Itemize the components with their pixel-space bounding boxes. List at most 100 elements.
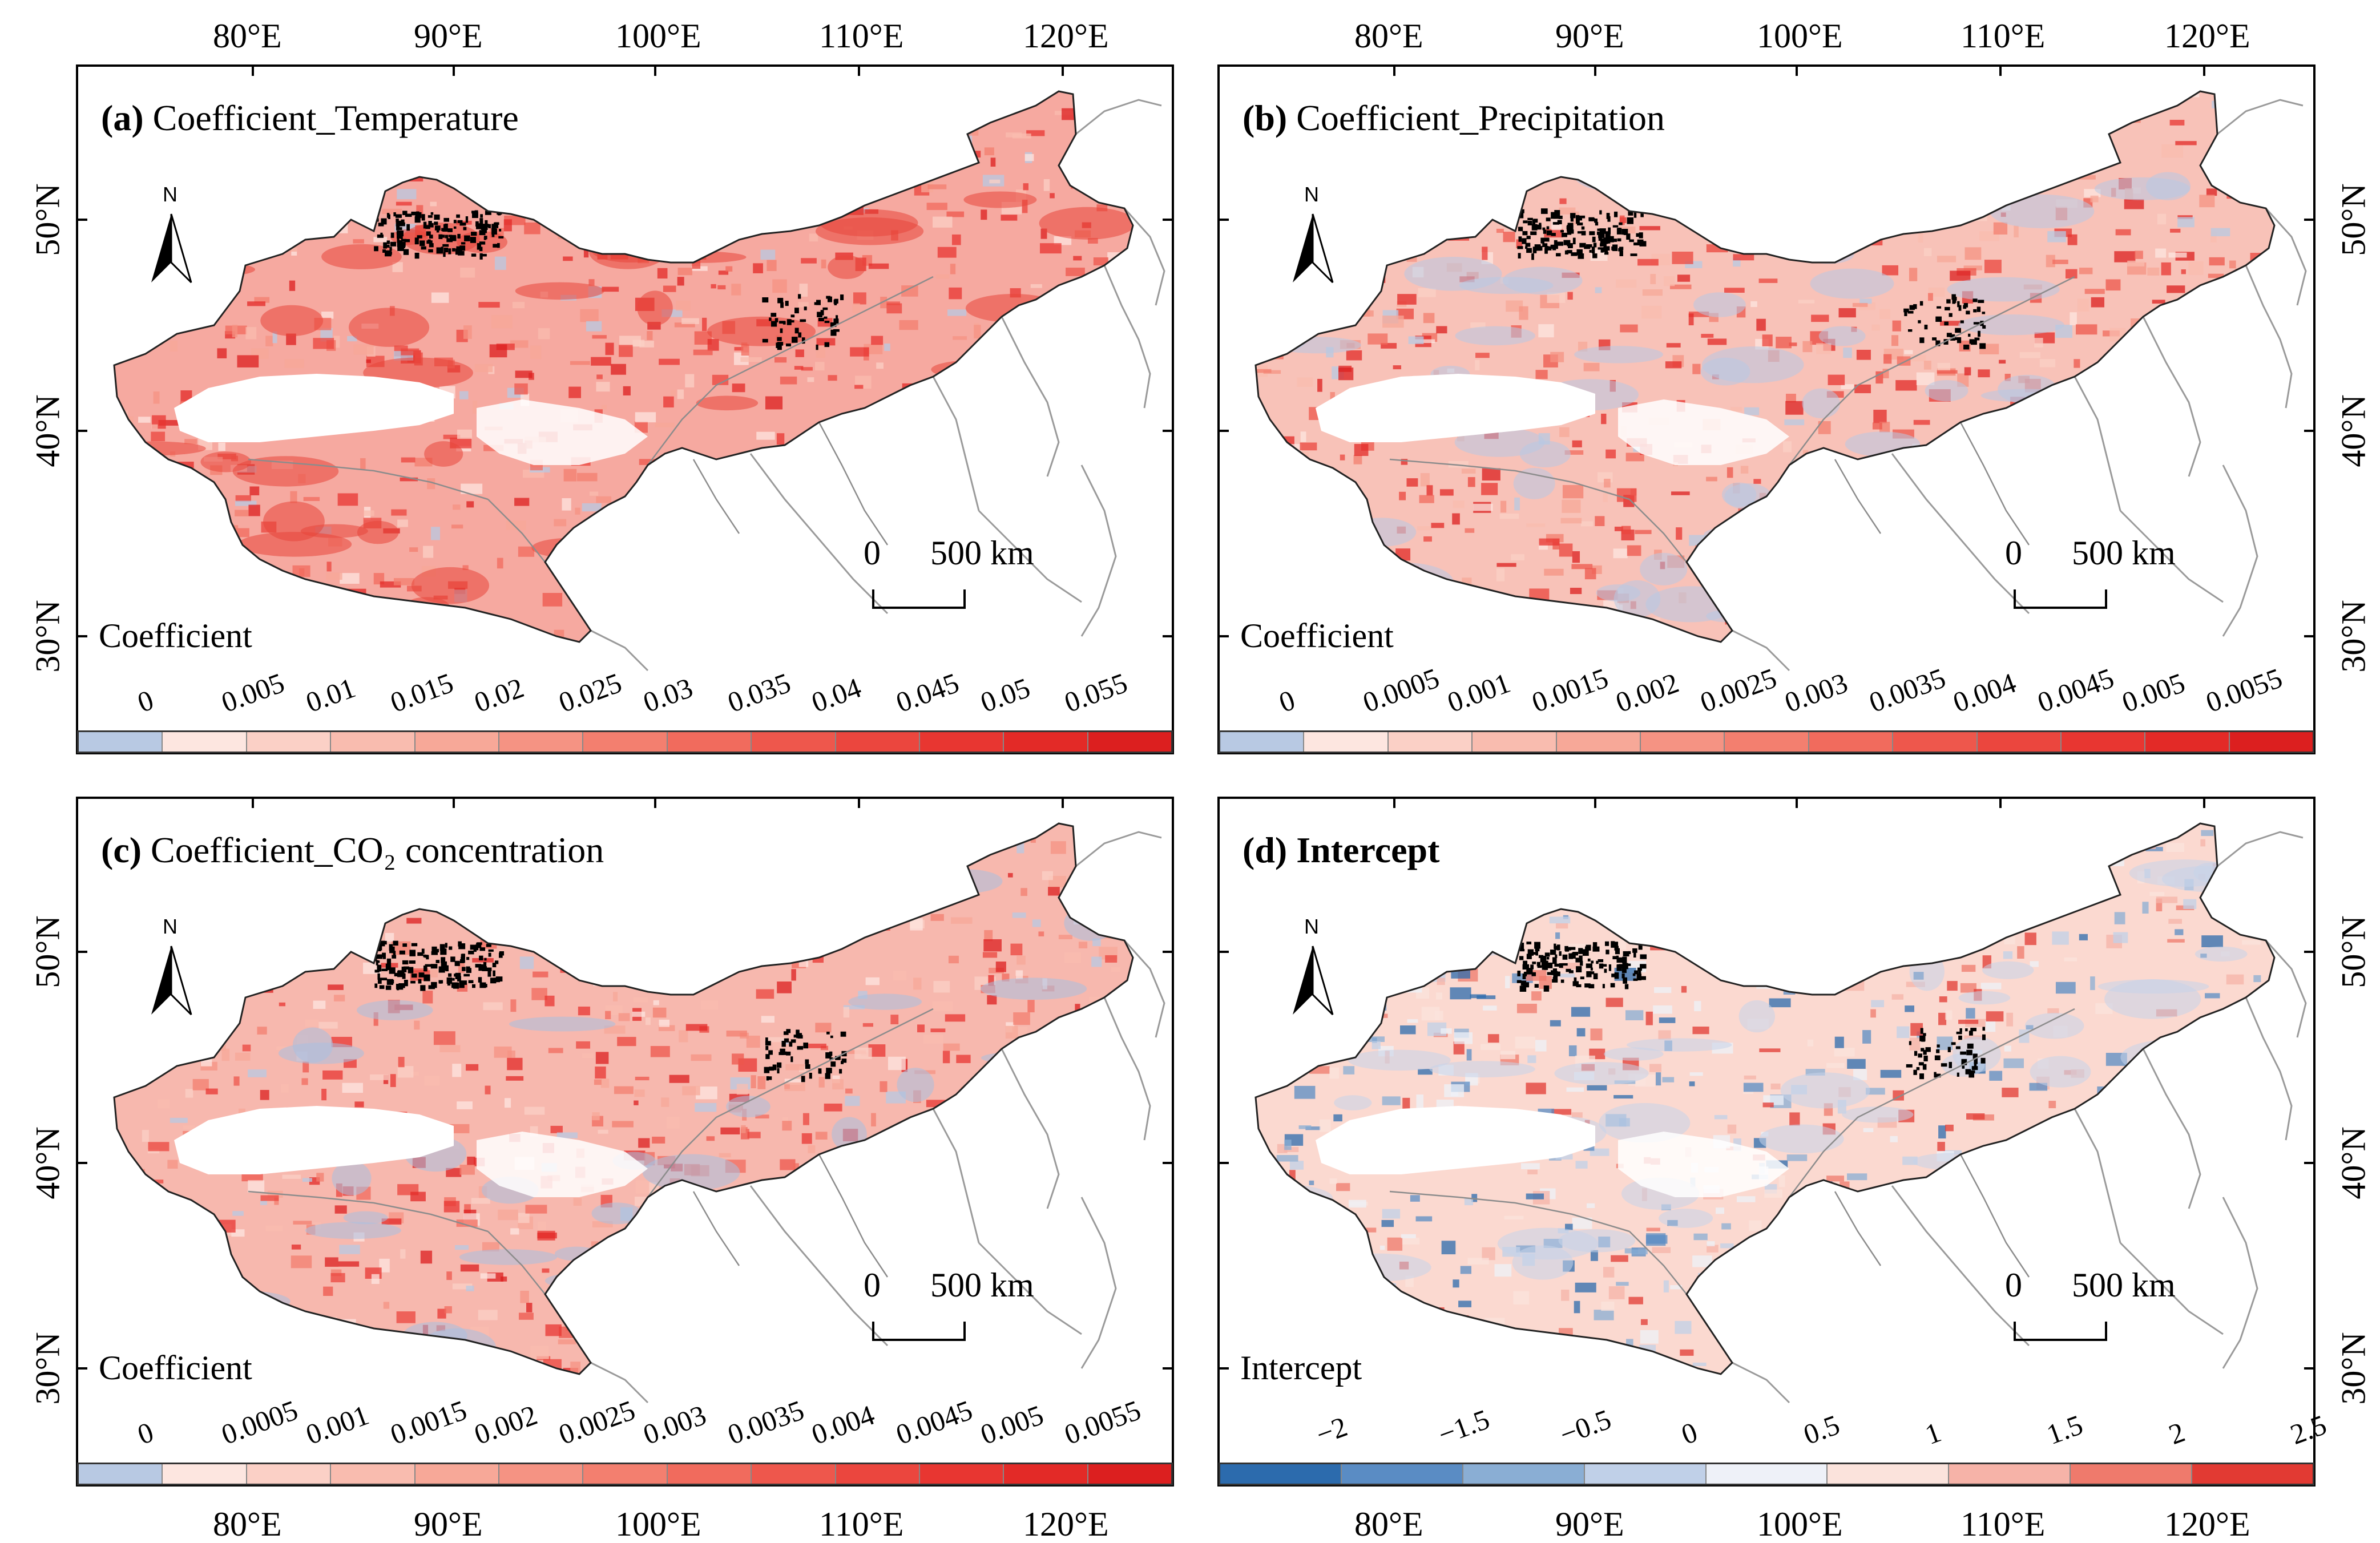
raster-cell <box>2208 388 2225 400</box>
mask-speck <box>417 952 423 956</box>
mask-speck <box>1632 973 1636 976</box>
raster-cell <box>2139 831 2156 836</box>
raster-cell <box>1797 91 1814 100</box>
mask-speck <box>1577 231 1582 234</box>
province-line <box>1959 422 2030 546</box>
mask-speck <box>404 980 408 987</box>
mask-speck <box>1527 968 1531 972</box>
raster-cell <box>776 885 792 892</box>
raster-cell <box>871 1113 876 1126</box>
raster-cell <box>2129 1225 2151 1235</box>
raster-cell <box>1369 191 1377 202</box>
raster-patch <box>2095 385 2189 398</box>
raster-cell <box>984 147 994 156</box>
raster-cell <box>1397 294 1417 305</box>
mask-speck <box>1546 217 1551 221</box>
raster-cell <box>1342 300 1356 312</box>
raster-cell <box>1808 1359 1829 1366</box>
raster-cell <box>1849 1257 1855 1265</box>
raster-cell <box>1872 869 1884 873</box>
raster-cell <box>837 439 849 447</box>
raster-cell <box>518 546 535 557</box>
raster-cell <box>1635 643 1651 648</box>
raster-cell <box>2209 482 2224 492</box>
raster-cell <box>1744 407 1760 415</box>
raster-cell <box>1468 588 1473 592</box>
mask-speck <box>1578 253 1584 259</box>
mask-speck <box>475 223 482 229</box>
raster-cell <box>181 488 195 492</box>
raster-cell <box>1872 422 1882 430</box>
mask-speck <box>1590 971 1595 975</box>
raster-cell <box>1772 940 1785 949</box>
raster-cell <box>195 258 207 265</box>
raster-cell <box>182 470 193 482</box>
raster-cell <box>252 562 257 567</box>
raster-cell <box>1728 225 1735 239</box>
boundary-line <box>2142 316 2201 477</box>
mask-speck <box>1606 950 1609 955</box>
raster-cell <box>1820 1283 1831 1288</box>
raster-cell <box>655 635 661 642</box>
raster-cell <box>433 1031 455 1045</box>
raster-cell <box>2133 390 2153 404</box>
mask-speck <box>1974 337 1980 341</box>
raster-cell <box>284 907 295 917</box>
raster-cell <box>1798 300 1815 304</box>
mask-speck <box>1572 981 1579 987</box>
raster-cell <box>1382 1209 1401 1219</box>
boundary-line <box>1123 207 1165 306</box>
raster-cell <box>777 981 792 993</box>
raster-cell <box>706 1136 715 1141</box>
raster-cell <box>512 302 525 309</box>
raster-cell <box>1020 888 1027 896</box>
raster-cell <box>2200 1287 2220 1292</box>
mask-speck <box>492 963 497 968</box>
mask-speck <box>486 967 492 971</box>
raster-cell <box>1075 1233 1083 1246</box>
raster-cell <box>2181 269 2186 274</box>
raster-cell <box>314 197 325 205</box>
raster-cell <box>2252 1340 2270 1354</box>
raster-cell <box>1462 1356 1467 1360</box>
raster-cell <box>378 605 390 613</box>
province-line <box>248 458 489 500</box>
mask-speck <box>1966 310 1970 314</box>
raster-cell <box>1778 1300 1798 1307</box>
raster-cell <box>595 1067 606 1079</box>
legend-swatch <box>331 1464 416 1484</box>
raster-cell <box>1277 138 1292 149</box>
mask-speck <box>1919 337 1925 344</box>
raster-cell <box>1425 627 1445 639</box>
raster-cell <box>1561 167 1570 177</box>
raster-patch <box>305 1222 402 1239</box>
raster-cell <box>746 487 753 499</box>
boundary-line <box>2265 939 2307 1038</box>
raster-cell <box>1488 1034 1499 1043</box>
raster-cell <box>1514 824 1532 829</box>
mask-speck <box>1523 982 1530 988</box>
raster-cell <box>1281 179 1289 188</box>
raster-cell <box>2196 367 2206 377</box>
raster-cell <box>1743 970 1764 979</box>
raster-cell <box>1725 928 1732 936</box>
raster-cell <box>586 1322 592 1332</box>
raster-cell <box>611 363 626 375</box>
raster-cell <box>1571 1007 1591 1017</box>
raster-cell <box>1010 943 1023 956</box>
mask-speck <box>804 306 807 310</box>
raster-cell <box>1373 1359 1394 1371</box>
raster-cell <box>265 1225 283 1231</box>
raster-cell <box>2226 1090 2247 1104</box>
raster-cell <box>373 237 388 243</box>
raster-patch <box>1693 292 1746 317</box>
raster-cell <box>527 175 545 184</box>
raster-cell <box>695 1324 712 1332</box>
raster-cell <box>1464 1198 1474 1206</box>
raster-cell <box>1118 1082 1131 1095</box>
raster-cell <box>670 390 676 396</box>
raster-cell <box>2168 919 2183 924</box>
raster-cell <box>1853 510 1866 523</box>
raster-cell <box>205 1317 221 1328</box>
raster-cell <box>1919 552 1941 560</box>
